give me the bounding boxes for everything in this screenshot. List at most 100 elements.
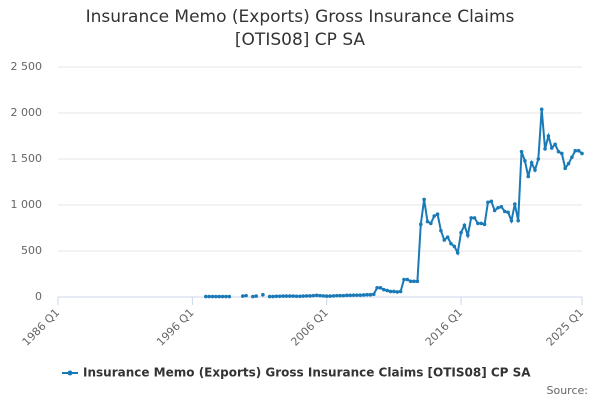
point (418, 222, 423, 227)
point (281, 294, 285, 298)
point (408, 279, 413, 284)
point (341, 293, 346, 298)
point (314, 293, 319, 298)
point (482, 222, 487, 227)
point (267, 294, 272, 299)
point (365, 292, 369, 297)
point (425, 219, 430, 224)
point (240, 294, 245, 298)
point (277, 294, 282, 299)
point (580, 151, 584, 156)
point (392, 289, 396, 294)
point (549, 146, 554, 150)
point (355, 293, 359, 297)
point (502, 209, 507, 214)
point (375, 286, 379, 290)
x-tick-label: 2016 Q1 (423, 306, 466, 349)
point (539, 107, 544, 112)
point (415, 279, 420, 284)
point (499, 205, 504, 209)
point (361, 293, 366, 297)
point (533, 168, 537, 172)
point (576, 148, 581, 153)
point (439, 228, 443, 233)
point (489, 199, 494, 204)
point (244, 293, 248, 298)
series-line (205, 109, 583, 298)
point (378, 286, 383, 290)
point (476, 221, 480, 226)
point (529, 160, 534, 165)
point (536, 157, 541, 161)
point (287, 294, 292, 298)
point (304, 294, 309, 298)
point (452, 244, 457, 249)
y-tick-label: 500 (21, 244, 42, 257)
point (203, 294, 208, 299)
point (318, 293, 322, 298)
point (217, 294, 222, 299)
point (301, 294, 306, 298)
point (345, 293, 349, 298)
point (395, 290, 400, 294)
point (573, 148, 578, 153)
point (321, 294, 326, 298)
x-tick-label: 1986 Q1 (20, 306, 63, 349)
point (509, 218, 514, 223)
point (334, 293, 339, 298)
point (224, 294, 228, 299)
point (546, 134, 551, 138)
point (412, 279, 416, 284)
point (492, 208, 497, 213)
point (311, 293, 316, 298)
point (449, 241, 453, 246)
point (455, 251, 460, 255)
point (543, 147, 547, 151)
point (506, 210, 510, 215)
point (294, 294, 299, 299)
point (254, 294, 258, 298)
point (472, 216, 477, 220)
point (479, 221, 484, 226)
point (563, 166, 568, 170)
point (261, 292, 265, 297)
point (388, 289, 393, 294)
point (496, 205, 500, 210)
point (462, 223, 467, 228)
y-tick-label: 2 000 (11, 106, 43, 119)
point (291, 294, 295, 298)
point (298, 294, 302, 299)
point (526, 174, 531, 179)
legend-marker (67, 370, 73, 376)
point (227, 294, 232, 299)
y-tick-label: 2 500 (11, 60, 43, 73)
y-tick-label: 1 500 (11, 152, 43, 165)
point (429, 221, 433, 226)
point (251, 294, 255, 299)
point (385, 288, 389, 293)
point (442, 238, 447, 242)
point (210, 294, 215, 299)
point (358, 293, 363, 297)
point (368, 292, 373, 297)
point (371, 292, 376, 297)
point (486, 200, 490, 205)
point (566, 161, 571, 166)
point (405, 277, 410, 282)
point (432, 214, 437, 218)
x-tick-label: 1996 Q1 (154, 306, 197, 349)
point (220, 294, 225, 299)
point (570, 155, 574, 159)
point (560, 151, 564, 156)
point (398, 289, 403, 294)
point (435, 212, 440, 216)
point (214, 294, 218, 299)
point (382, 287, 386, 292)
y-tick-label: 1 000 (11, 198, 43, 211)
chart-title: Insurance Memo (Exports) Gross Insurance… (85, 7, 515, 50)
y-tick-label: 0 (35, 290, 42, 303)
point (271, 294, 275, 299)
point (422, 197, 426, 202)
